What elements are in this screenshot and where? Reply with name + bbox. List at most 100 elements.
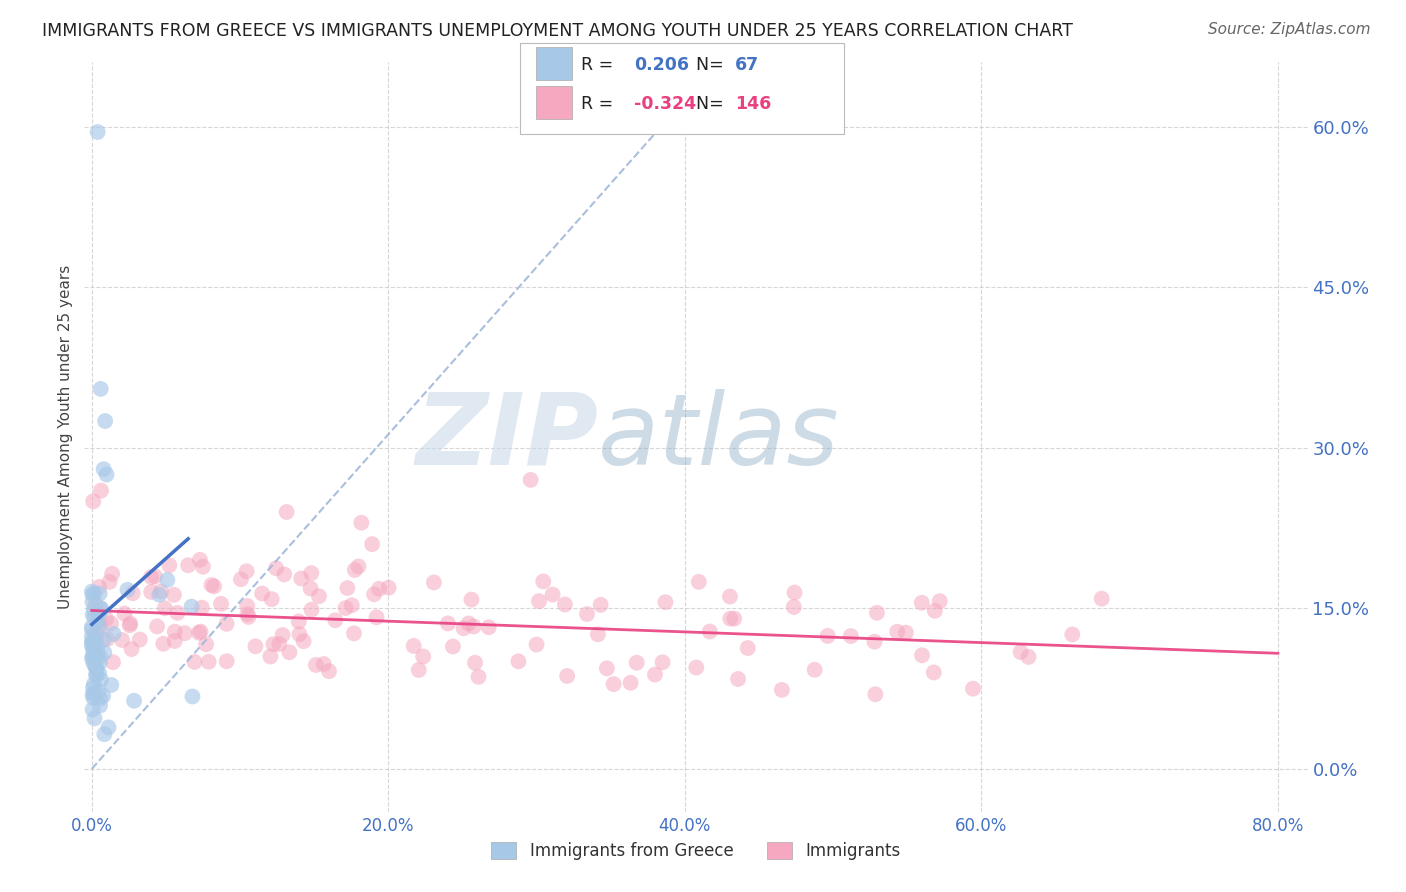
Point [290, 572, 312, 586]
Point [163, 588, 186, 602]
Text: R =: R = [581, 95, 619, 112]
Point [464, 656, 486, 670]
Point [229, 572, 252, 586]
Point [197, 655, 219, 669]
Point [783, 585, 806, 599]
Point [114, 607, 136, 621]
Text: 0.206: 0.206 [634, 56, 689, 74]
Point [87, 615, 110, 629]
Point [343, 626, 366, 640]
Point [783, 599, 806, 614]
Point [361, 537, 384, 551]
Point [803, 663, 825, 677]
Point [163, 624, 186, 639]
Point [96, 612, 118, 626]
Point [922, 665, 945, 680]
Point [163, 634, 186, 648]
Point [269, 637, 291, 651]
Point [288, 627, 311, 641]
Point [928, 594, 950, 608]
Point [377, 581, 399, 595]
Point [527, 594, 550, 608]
Point [183, 655, 205, 669]
Point [122, 694, 145, 708]
Point [250, 586, 273, 600]
Point [118, 618, 141, 632]
Point [83, 602, 105, 616]
Point [139, 570, 162, 584]
Point [84, 668, 107, 682]
Point [157, 558, 180, 573]
Point [526, 638, 548, 652]
Point [336, 581, 359, 595]
Point [86, 626, 108, 640]
Point [89, 649, 111, 664]
Point [209, 597, 232, 611]
Point [166, 606, 188, 620]
Point [93, 646, 115, 660]
Point [576, 607, 599, 621]
Point [308, 589, 330, 603]
Point [408, 663, 430, 677]
Point [343, 563, 366, 577]
Text: atlas: atlas [598, 389, 839, 485]
Point [264, 561, 287, 575]
Point [80, 635, 103, 649]
Point [120, 616, 142, 631]
Point [188, 553, 211, 567]
Point [173, 626, 195, 640]
Point [292, 634, 315, 648]
Point [90, 382, 112, 396]
Point [886, 624, 908, 639]
Point [555, 669, 578, 683]
Point [82, 702, 104, 716]
Point [589, 598, 612, 612]
Point [121, 586, 143, 600]
Point [98, 574, 121, 589]
Point [531, 574, 554, 589]
Point [554, 598, 576, 612]
Point [245, 640, 267, 654]
Point [402, 639, 425, 653]
Point [894, 625, 917, 640]
Point [156, 573, 179, 587]
Point [86, 125, 108, 139]
Point [236, 607, 259, 621]
Point [271, 628, 294, 642]
Point [83, 687, 105, 701]
Point [215, 654, 238, 668]
Point [276, 505, 298, 519]
Point [423, 575, 446, 590]
Point [90, 673, 112, 687]
Point [273, 567, 295, 582]
Point [86, 641, 108, 656]
Point [1091, 591, 1114, 606]
Point [188, 625, 211, 640]
Point [121, 642, 143, 657]
Point [1018, 649, 1040, 664]
Point [839, 629, 862, 643]
Point [519, 473, 541, 487]
Text: 146: 146 [735, 95, 772, 112]
Point [87, 621, 110, 635]
Point [260, 592, 283, 607]
Point [82, 634, 104, 648]
Point [962, 681, 984, 696]
Point [82, 688, 104, 702]
Point [651, 656, 673, 670]
Point [100, 616, 122, 631]
Point [453, 621, 475, 635]
Point [350, 516, 373, 530]
Y-axis label: Unemployment Among Youth under 25 years: Unemployment Among Youth under 25 years [58, 265, 73, 609]
Point [80, 623, 103, 637]
Point [111, 632, 134, 647]
Point [90, 483, 112, 498]
Point [335, 601, 357, 615]
Point [89, 586, 111, 600]
Point [82, 650, 104, 665]
Point [924, 604, 946, 618]
Point [626, 656, 648, 670]
Point [865, 687, 887, 701]
Point [299, 566, 322, 581]
Point [152, 637, 174, 651]
